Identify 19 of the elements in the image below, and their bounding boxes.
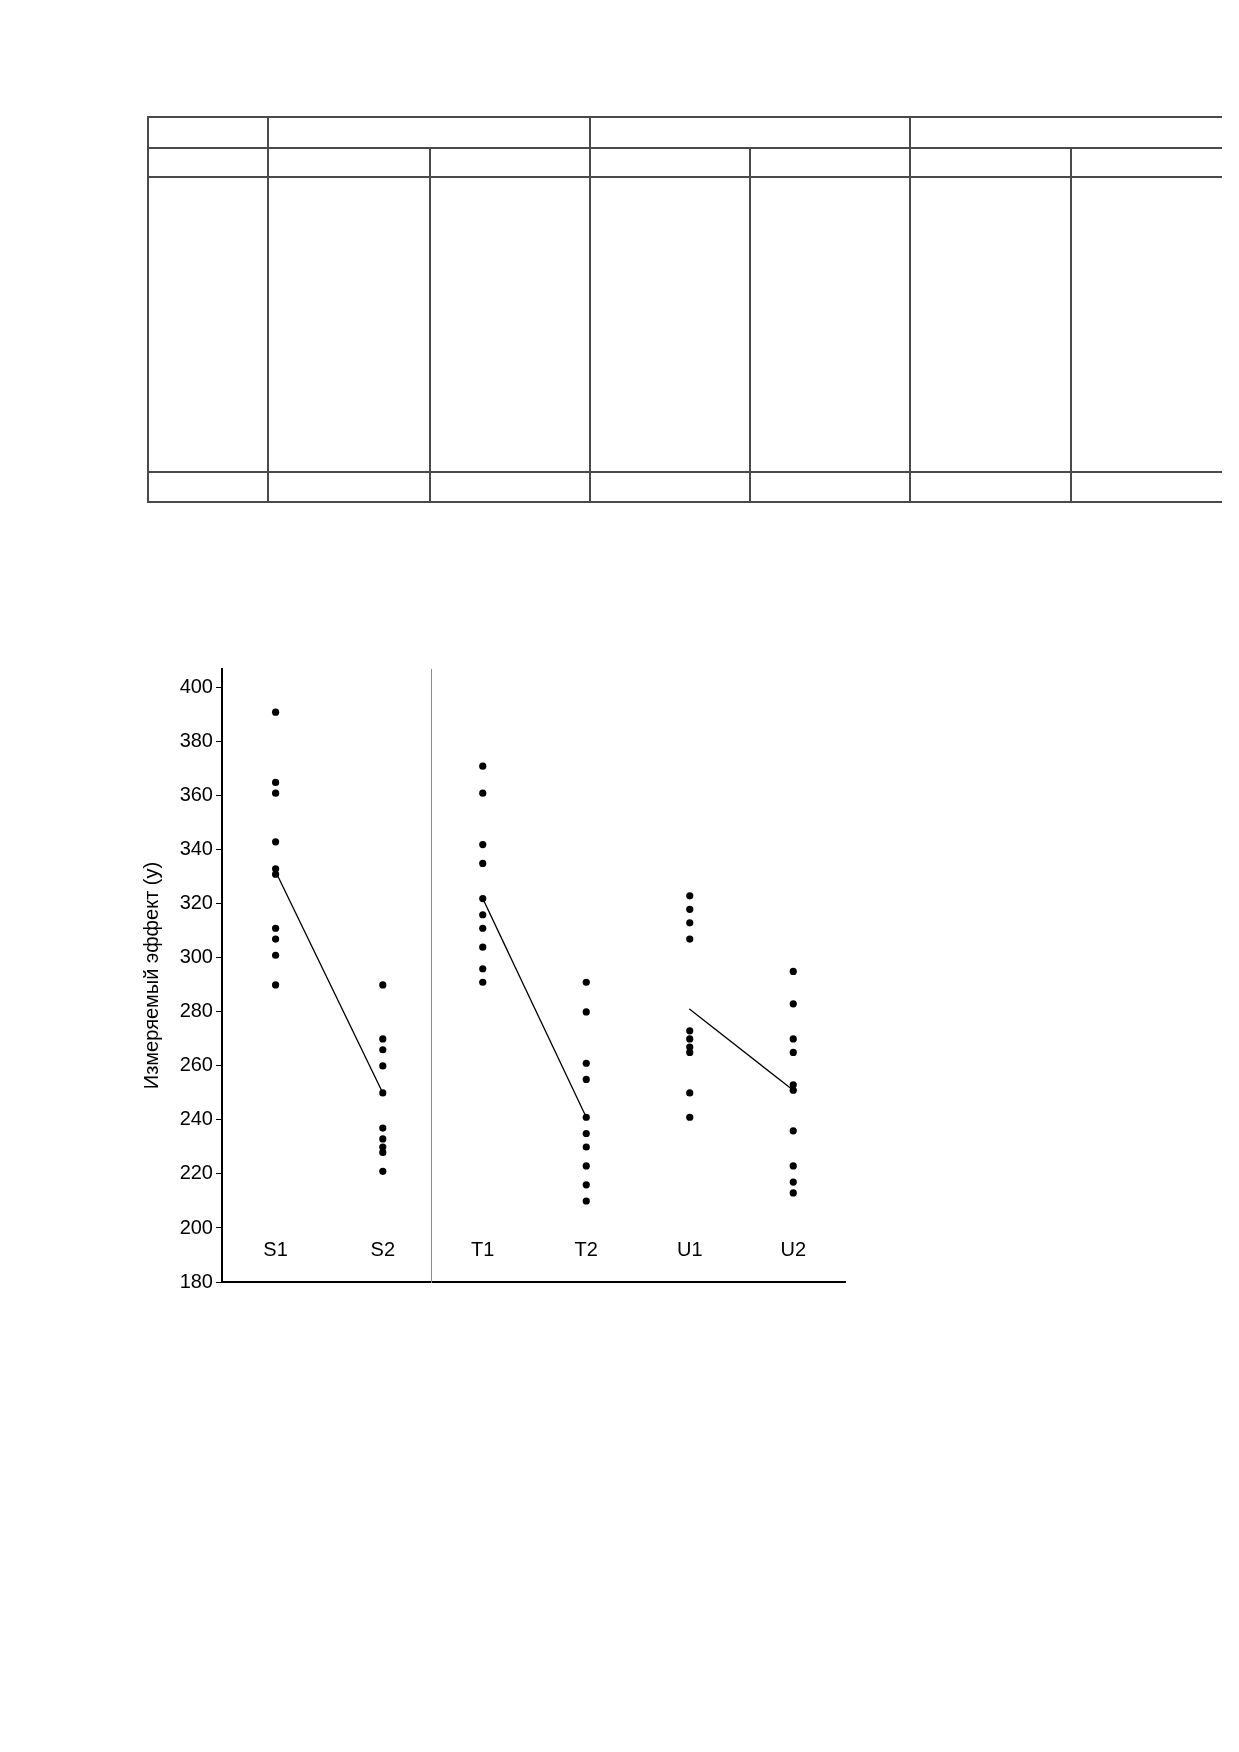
- y-tick-label: 280: [179, 999, 213, 1022]
- x-tick-label: T2: [574, 1237, 598, 1260]
- x-tick-label: U1: [676, 1237, 703, 1260]
- x-tick-label: S1: [263, 1237, 288, 1260]
- y-tick-label: 300: [179, 945, 213, 968]
- y-tick-label: 320: [179, 891, 213, 914]
- x-tick-label: S2: [370, 1237, 396, 1260]
- x-tick-label: U2: [780, 1237, 807, 1260]
- y-tick-label: 220: [179, 1161, 213, 1184]
- x-tick-label: T1: [471, 1237, 495, 1260]
- y-tick-label: 400: [179, 675, 213, 698]
- y-tick-label: 180: [179, 1269, 213, 1292]
- y-tick-label: 380: [179, 729, 213, 752]
- y-tick-label: 200: [179, 1215, 213, 1238]
- y-tick-label: 260: [179, 1053, 213, 1076]
- y-tick-label: 240: [179, 1107, 213, 1130]
- y-tick-label: 340: [179, 837, 213, 860]
- y-tick-label: 360: [179, 783, 213, 806]
- y-axis-title: Измеряемый эффект (y): [139, 861, 162, 1090]
